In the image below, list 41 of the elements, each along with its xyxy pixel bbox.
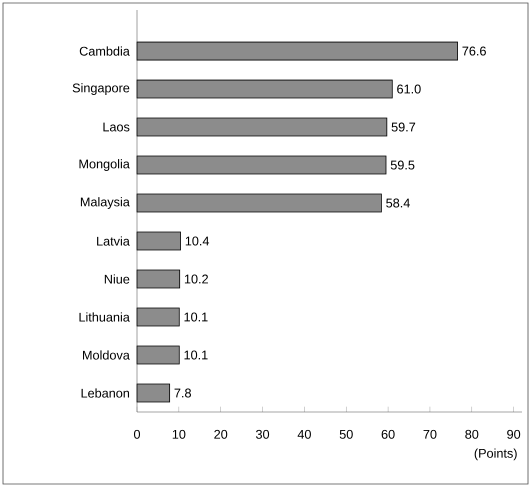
x-axis-title: (Points) [474, 448, 517, 460]
bar [136, 42, 458, 60]
bar [136, 384, 170, 402]
y-tick-label: Lebanon [82, 388, 130, 398]
bar [136, 156, 386, 174]
x-tick-label: 40 [298, 430, 311, 439]
x-tick-label: 60 [382, 430, 395, 439]
data-label: 58.4 [386, 198, 410, 208]
bar [136, 194, 382, 212]
data-label: 10.4 [186, 236, 210, 246]
data-label: 10.1 [184, 312, 208, 322]
bar [136, 270, 180, 288]
data-label: 59.7 [392, 122, 416, 132]
data-label: 7.8 [174, 388, 191, 398]
y-tick-label: Laos [103, 122, 130, 132]
y-tick-label: Moldova [83, 350, 130, 360]
data-label: 61.0 [397, 84, 421, 94]
x-tick-label: 10 [172, 430, 186, 439]
y-tick-label: Singapore [72, 83, 130, 95]
data-label: 10.1 [184, 350, 208, 360]
data-label: 10.2 [184, 274, 208, 284]
y-tick-label: Lithuania [79, 312, 130, 322]
x-tick-label: 70 [424, 430, 436, 439]
x-tick-label: 90 [507, 430, 520, 439]
bar [136, 308, 180, 326]
y-tick-label: Niue [104, 274, 130, 284]
x-tick-label: 80 [465, 430, 478, 439]
x-tick-label: 20 [214, 430, 228, 439]
x-tick-label: 50 [340, 430, 353, 439]
data-label: 59.5 [390, 160, 414, 170]
x-tick-label: 30 [256, 430, 270, 439]
bar [136, 232, 181, 250]
y-tick-label: Cambdia [80, 46, 130, 56]
x-tick-label: 0 [134, 430, 140, 439]
y-tick-label: Mongolia [79, 159, 130, 171]
bar [136, 118, 388, 136]
bar [136, 80, 393, 98]
y-tick-label: Malaysia [80, 197, 130, 209]
bar [136, 346, 180, 364]
y-tick-label: Latvia [97, 236, 130, 246]
data-label: 76.6 [462, 46, 486, 56]
